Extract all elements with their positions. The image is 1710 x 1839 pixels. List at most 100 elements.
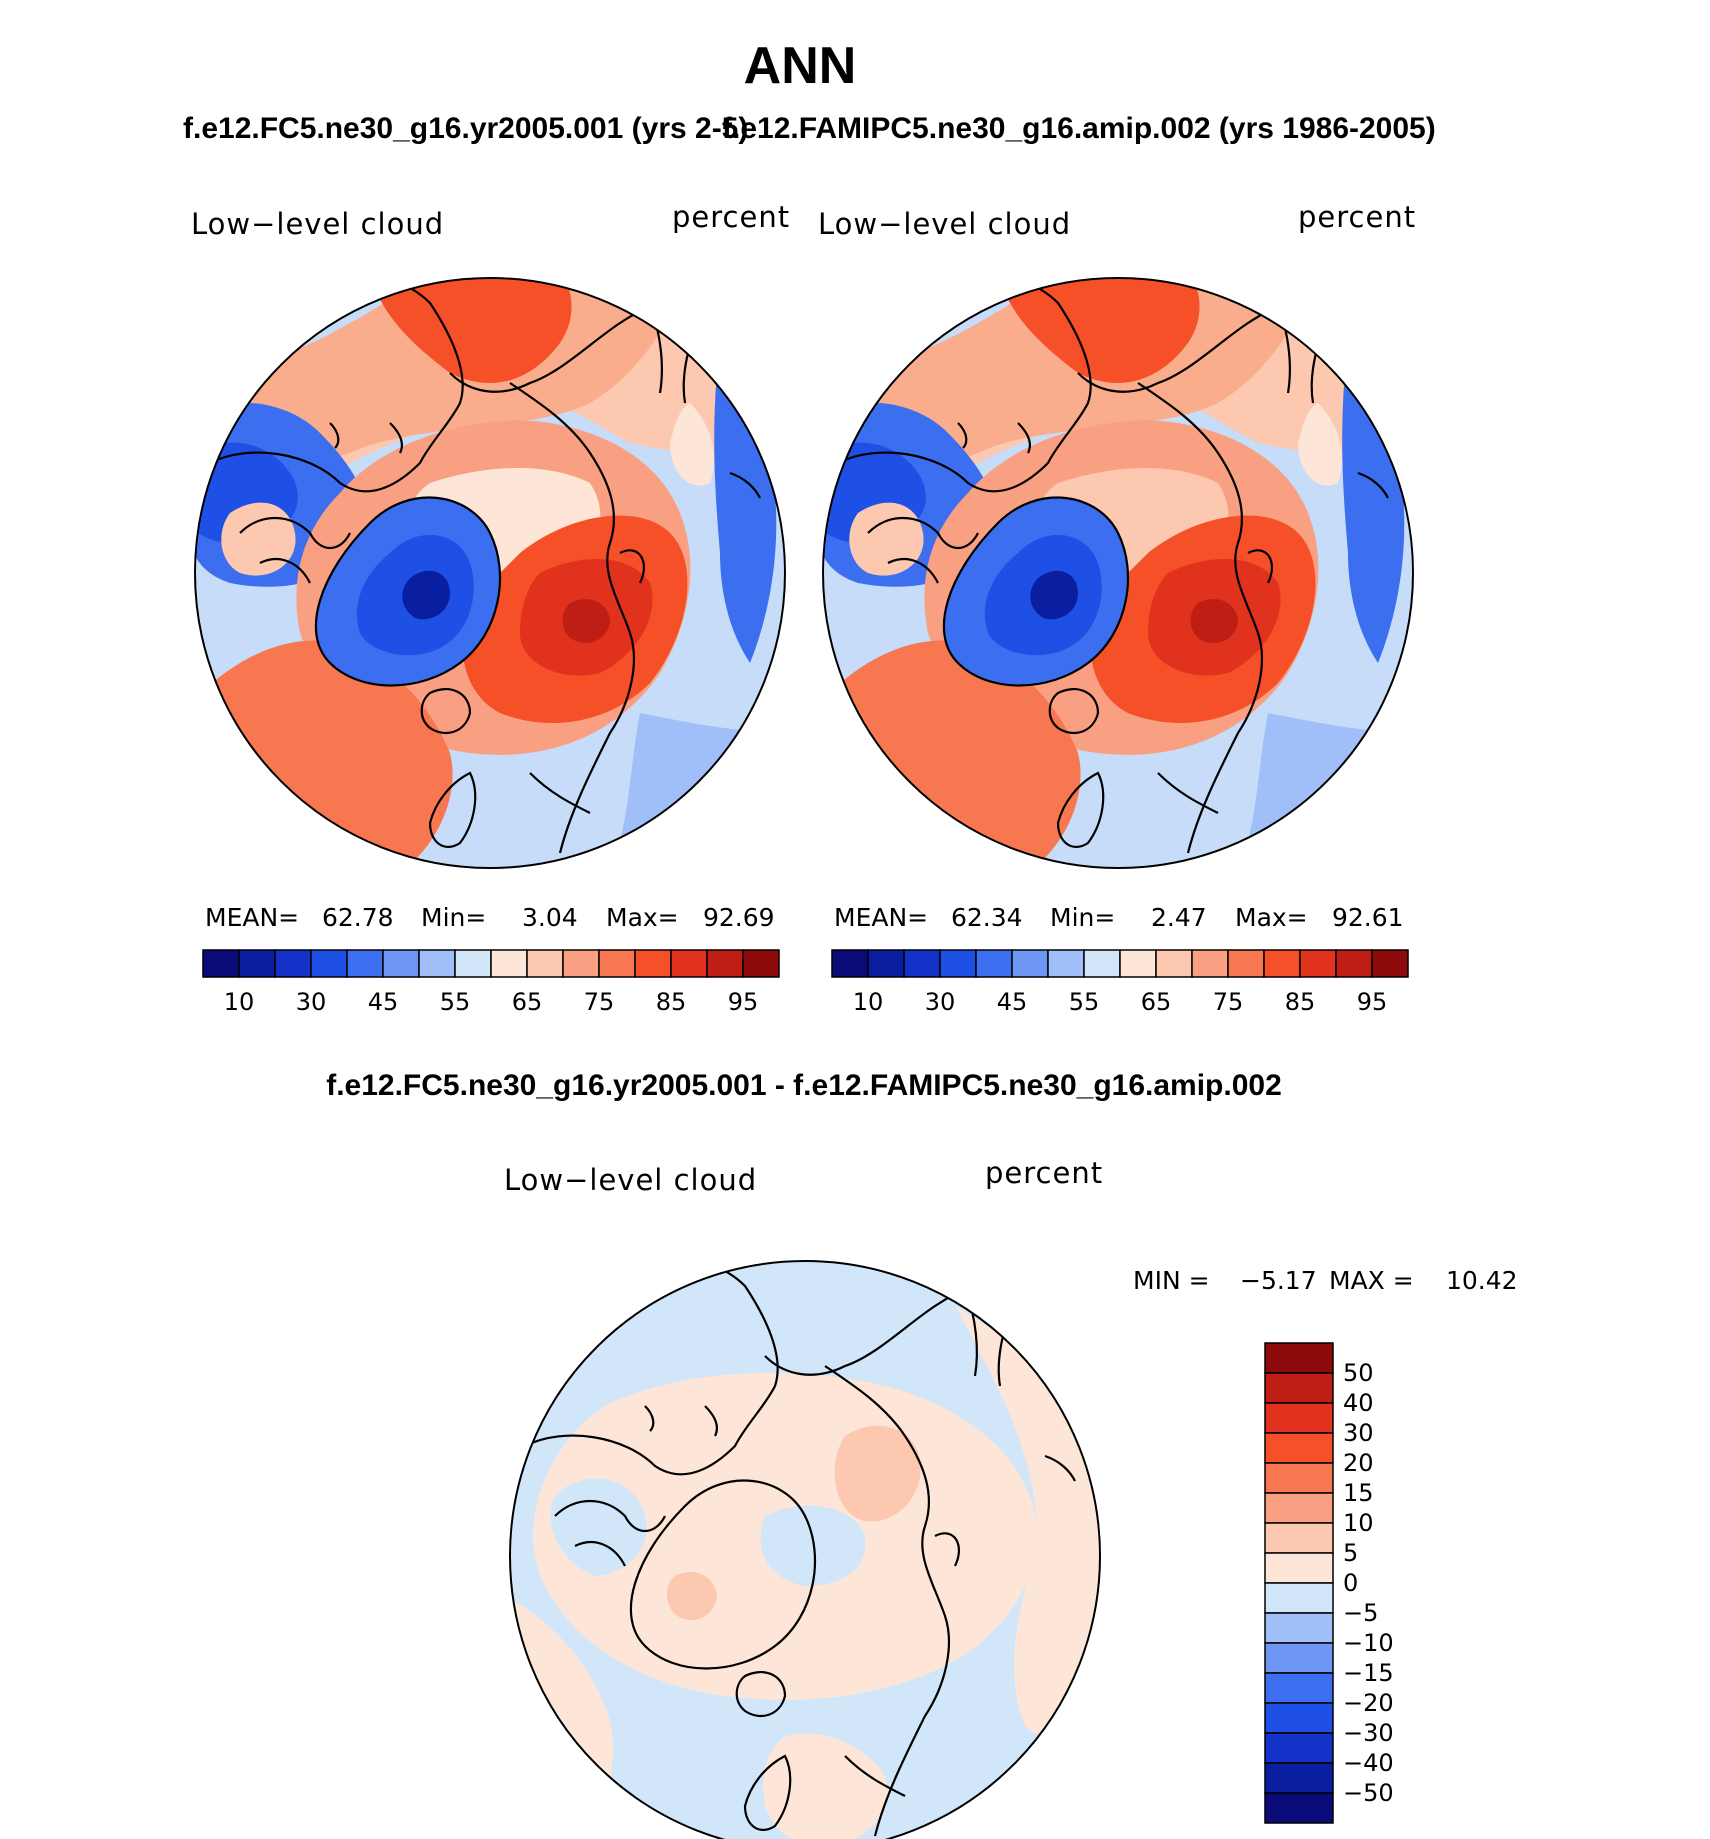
panel1-max-label: Max= bbox=[606, 903, 679, 932]
colorbar-swatch bbox=[526, 949, 564, 978]
colorbar-swatch bbox=[598, 949, 636, 978]
colorbar-swatch bbox=[1263, 949, 1301, 978]
colorbar-swatch bbox=[1264, 1402, 1334, 1434]
colorbar-tick-label: −20 bbox=[1343, 1689, 1394, 1717]
panel1-variable-label: Low−level cloud bbox=[191, 207, 445, 241]
colorbar-tick-label: 85 bbox=[1285, 988, 1316, 1016]
panel1-mean-label: MEAN= bbox=[205, 903, 300, 932]
panel2-min-value: 2.47 bbox=[1151, 903, 1207, 932]
colorbar-tick-label: 50 bbox=[1343, 1359, 1374, 1387]
subtitle-right: f.e12.FAMIPC5.ne30_g16.amip.002 (yrs 198… bbox=[722, 112, 1436, 145]
panel3-min-label: MIN = bbox=[1133, 1266, 1210, 1295]
panel3-max-value: 10.42 bbox=[1446, 1266, 1518, 1295]
colorbar-swatch bbox=[1155, 949, 1193, 978]
colorbar-swatch bbox=[1264, 1522, 1334, 1554]
panel3-map-border bbox=[509, 1260, 1101, 1839]
colorbar-swatch bbox=[1264, 1792, 1334, 1824]
subtitle-left: f.e12.FC5.ne30_g16.yr2005.001 (yrs 2-5) bbox=[183, 112, 749, 145]
panel3-units-label: percent bbox=[985, 1156, 1104, 1190]
colorbar-swatch bbox=[706, 949, 744, 978]
colorbar-swatch bbox=[1264, 1432, 1334, 1464]
colorbar-swatch bbox=[1264, 1612, 1334, 1644]
panel2-map-border bbox=[822, 277, 1414, 869]
panel1-min-value: 3.04 bbox=[522, 903, 578, 932]
colorbar-swatch bbox=[1227, 949, 1265, 978]
panel1-max-value: 92.69 bbox=[703, 903, 775, 932]
colorbar-swatch bbox=[1264, 1672, 1334, 1704]
colorbar-swatch bbox=[454, 949, 492, 978]
panel1-colorbar: 10 30 45 55 65 75 85 95 bbox=[202, 949, 780, 1016]
colorbar-swatch bbox=[1264, 1372, 1334, 1404]
colorbar-tick-label: 0 bbox=[1343, 1569, 1358, 1597]
colorbar-tick-label: 30 bbox=[1343, 1419, 1374, 1447]
colorbar-swatch bbox=[346, 949, 384, 978]
colorbar-swatch bbox=[1264, 1732, 1334, 1764]
colorbar-swatch bbox=[1083, 949, 1121, 978]
colorbar-tick-label: −15 bbox=[1343, 1659, 1394, 1687]
panel2-mean-label: MEAN= bbox=[834, 903, 929, 932]
colorbar-swatch bbox=[1047, 949, 1085, 978]
colorbar-tick-label: 75 bbox=[1213, 988, 1244, 1016]
colorbar-tick-label: 55 bbox=[1069, 988, 1100, 1016]
panel3-map bbox=[510, 1261, 1100, 1839]
figure-title: ANN bbox=[743, 37, 857, 95]
colorbar-swatch bbox=[634, 949, 672, 978]
panel3-min-value: −5.17 bbox=[1240, 1266, 1317, 1295]
colorbar-swatch bbox=[1264, 1492, 1334, 1524]
colorbar-swatch bbox=[867, 949, 905, 978]
colorbar-tick-label: −5 bbox=[1343, 1599, 1378, 1627]
colorbar-tick-label: 15 bbox=[1343, 1479, 1374, 1507]
diff-title: f.e12.FC5.ne30_g16.yr2005.001 - f.e12.FA… bbox=[326, 1069, 1282, 1102]
colorbar-swatch bbox=[202, 949, 240, 978]
colorbar-tick-label: 10 bbox=[1343, 1509, 1374, 1537]
colorbar-swatch bbox=[1299, 949, 1337, 978]
panel1-map-border bbox=[194, 277, 786, 869]
colorbar-tick-label: 65 bbox=[512, 988, 543, 1016]
panel1-units-label: percent bbox=[672, 200, 791, 234]
colorbar-tick-label: 5 bbox=[1343, 1539, 1358, 1567]
colorbar-swatch bbox=[310, 949, 348, 978]
colorbar-tick-label: 55 bbox=[440, 988, 471, 1016]
colorbar-swatch bbox=[562, 949, 600, 978]
colorbar-swatch bbox=[1264, 1702, 1334, 1734]
colorbar-swatch bbox=[670, 949, 708, 978]
panel1-map bbox=[195, 278, 785, 868]
colorbar-swatch bbox=[1011, 949, 1049, 978]
panel2-variable-label: Low−level cloud bbox=[818, 207, 1072, 241]
colorbar-tick-label: 65 bbox=[1141, 988, 1172, 1016]
colorbar-swatch bbox=[1264, 1552, 1334, 1584]
colorbar-tick-label: 75 bbox=[584, 988, 615, 1016]
colorbar-tick-label: 40 bbox=[1343, 1389, 1374, 1417]
colorbar-tick-label: 10 bbox=[224, 988, 255, 1016]
colorbar-tick-label: −50 bbox=[1343, 1779, 1394, 1807]
panel2-mean-value: 62.34 bbox=[951, 903, 1023, 932]
colorbar-swatch bbox=[1264, 1582, 1334, 1614]
panel1-min-label: Min= bbox=[421, 903, 487, 932]
colorbar-tick-label: −10 bbox=[1343, 1629, 1394, 1657]
colorbar-swatch bbox=[1264, 1462, 1334, 1494]
colorbar-tick-label: 95 bbox=[728, 988, 759, 1016]
colorbar-tick-label: 20 bbox=[1343, 1449, 1374, 1477]
panel1-mean-value: 62.78 bbox=[322, 903, 394, 932]
panel3-variable-label: Low−level cloud bbox=[504, 1163, 758, 1197]
panel2-max-label: Max= bbox=[1235, 903, 1308, 932]
colorbar-tick-label: −30 bbox=[1343, 1719, 1394, 1747]
colorbar-swatch bbox=[1119, 949, 1157, 978]
panel3-max-label: MAX = bbox=[1329, 1266, 1414, 1295]
colorbar-swatch bbox=[1264, 1642, 1334, 1674]
colorbar-swatch bbox=[382, 949, 420, 978]
panel2-max-value: 92.61 bbox=[1332, 903, 1404, 932]
colorbar-swatch bbox=[1264, 1342, 1334, 1374]
colorbar-swatch bbox=[975, 949, 1013, 978]
colorbar-tick-label: 45 bbox=[997, 988, 1028, 1016]
colorbar-swatch bbox=[742, 949, 780, 978]
colorbar-swatch bbox=[1371, 949, 1409, 978]
colorbar-tick-label: 85 bbox=[656, 988, 687, 1016]
panel2-units-label: percent bbox=[1298, 200, 1417, 234]
colorbar-swatch bbox=[831, 949, 869, 978]
colorbar-swatch bbox=[1264, 1762, 1334, 1794]
panel2-min-label: Min= bbox=[1050, 903, 1116, 932]
panel2-colorbar: 10 30 45 55 65 75 85 95 bbox=[831, 949, 1409, 1016]
